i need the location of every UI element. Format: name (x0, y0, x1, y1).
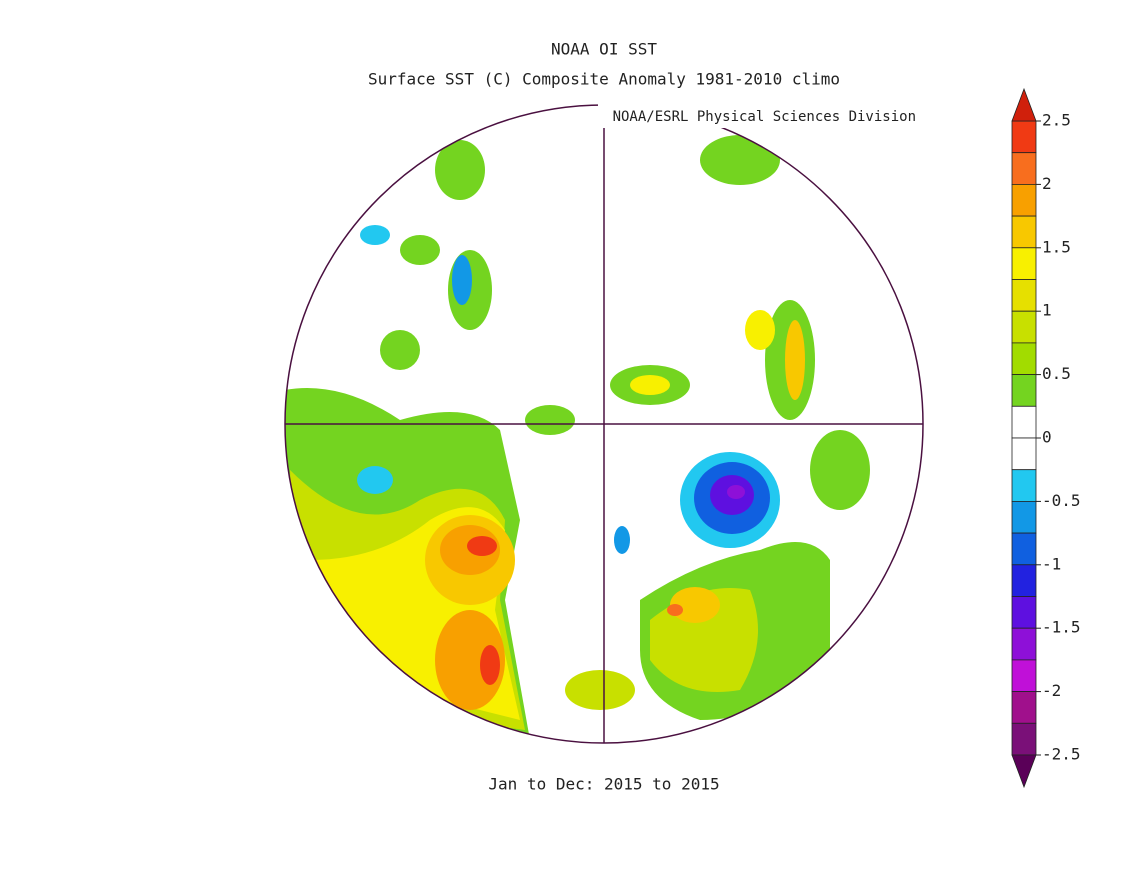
colorbar-tick-label: 1 (1042, 301, 1052, 320)
anomaly-area (357, 466, 393, 494)
subtitle: Surface SST (C) Composite Anomaly 1981-2… (368, 70, 840, 89)
colorbar-segment (1011, 564, 1037, 597)
colorbar-tick-label: -2 (1042, 681, 1061, 700)
attribution-box (598, 104, 920, 128)
colorbar-tick-label: -0.5 (1042, 491, 1081, 510)
anomaly-area (810, 430, 870, 510)
colorbar-over (1011, 87, 1037, 122)
colorbar-tick-label: 2 (1042, 174, 1052, 193)
colorbar-tick-label: 1.5 (1042, 237, 1071, 256)
colorbar-segment (1011, 183, 1037, 217)
colorbar-segment (1011, 405, 1037, 439)
anomaly-area (565, 670, 635, 710)
colorbar-segment (1011, 310, 1037, 344)
anomaly-area (700, 135, 780, 185)
colorbar-segment (1011, 279, 1037, 312)
anomaly-area (727, 485, 745, 499)
colorbar-tick-label: -1 (1042, 554, 1061, 573)
anomaly-area (614, 526, 630, 554)
colorbar-segment (1011, 659, 1037, 693)
colorbar: 2.5 2 1.5 1 0.5 0 -0.5 -1 -1.5 -2 -2.5 (1011, 87, 1081, 789)
colorbar-segment (1011, 342, 1037, 375)
colorbar-under (1011, 754, 1037, 789)
footer: Jan to Dec: 2015 to 2015 (488, 775, 719, 794)
map-field (285, 105, 923, 743)
colorbar-segment (1011, 215, 1037, 249)
colorbar-segment (1011, 152, 1037, 185)
colorbar-segment (1011, 722, 1037, 756)
anomaly-area (435, 140, 485, 200)
anomaly-area (360, 225, 390, 245)
anomaly-area (452, 255, 472, 305)
colorbar-segment (1011, 374, 1037, 407)
colorbar-segment (1011, 532, 1037, 566)
colorbar-segment (1011, 627, 1037, 661)
anomaly-area (400, 235, 440, 265)
colorbar-segment (1011, 437, 1037, 471)
colorbar-tick-label: -1.5 (1042, 618, 1081, 637)
colorbar-tick-label: 0 (1042, 428, 1052, 447)
attribution: NOAA/ESRL Physical Sciences Division (613, 109, 916, 125)
title: NOAA OI SST (551, 40, 657, 59)
colorbar-segment (1011, 596, 1037, 629)
colorbar-segment (1011, 469, 1037, 502)
anomaly-area (525, 405, 575, 435)
colorbar-segment (1011, 500, 1037, 534)
anomaly-area (480, 645, 500, 685)
anomaly-area (380, 330, 420, 370)
colorbar-segment (1011, 120, 1037, 154)
colorbar-tick-label: -2.5 (1042, 745, 1081, 764)
anomaly-area (667, 604, 683, 616)
colorbar-segment (1011, 247, 1037, 280)
anomaly-area (630, 375, 670, 395)
anomaly-area (745, 310, 775, 350)
colorbar-tick-label: 0.5 (1042, 364, 1071, 383)
colorbar-segment (1011, 691, 1037, 724)
anomaly-area (785, 320, 805, 400)
anomaly-area (670, 587, 720, 623)
anomaly-area (435, 610, 505, 710)
anomaly-area (467, 536, 497, 556)
colorbar-tick-label: 2.5 (1042, 111, 1071, 130)
